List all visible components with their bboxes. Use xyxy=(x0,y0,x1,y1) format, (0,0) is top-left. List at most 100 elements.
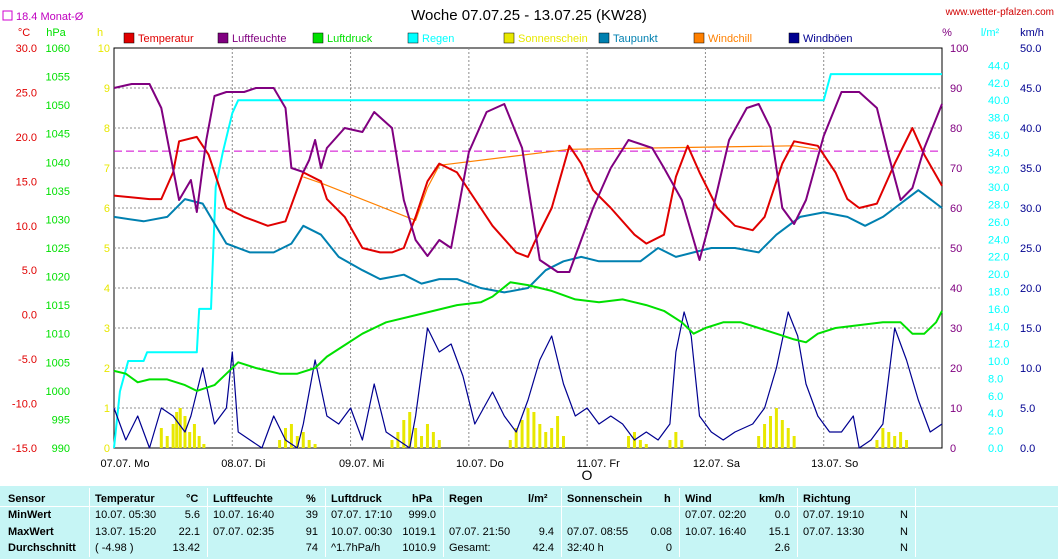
series-regen xyxy=(113,73,942,449)
axis-tick-wind: 35.0 xyxy=(1020,163,1041,175)
stats-cell-r-time: Gesamt: xyxy=(449,542,491,554)
legend-label: Windböen xyxy=(803,33,853,45)
header-wind-unit: km/h xyxy=(759,493,785,505)
x-tick-label: 13.07. So xyxy=(811,458,858,470)
monthly-avg-swatch xyxy=(2,10,13,21)
sunshine-bar xyxy=(414,428,418,448)
axis-tick-hours: 6 xyxy=(104,203,110,215)
sunshine-bar xyxy=(289,424,293,448)
sunshine-bar xyxy=(313,444,317,448)
series-taupunkt xyxy=(113,189,943,294)
axis-tick-hours: 7 xyxy=(104,163,110,175)
axis-tick-temp: 5.0 xyxy=(22,265,37,277)
sunshine-bar xyxy=(171,424,175,448)
axis-tick-hours: 5 xyxy=(104,243,110,255)
statistics-table: Sensor Temperatur °C Luftfeuchte % Luftd… xyxy=(0,486,1058,559)
axis-tick-rain: 14.0 xyxy=(988,321,1009,333)
header-temperatur-unit: °C xyxy=(186,493,199,505)
sunshine-bar xyxy=(627,436,631,448)
header-luftfeuchte-unit: % xyxy=(306,493,316,505)
x-tick-label: 07.07. Mo xyxy=(101,458,150,470)
axis-tick-hours: 9 xyxy=(104,83,110,95)
stats-cell-t-val: 5.6 xyxy=(184,509,200,521)
axis-unit-temp: °C xyxy=(18,27,30,39)
sunshine-bar xyxy=(768,416,772,448)
axis-tick-rain: 40.0 xyxy=(988,95,1009,107)
axis-tick-hpa: 1055 xyxy=(46,72,70,84)
sunshine-bar xyxy=(638,440,642,448)
axis-tick-rain: 4.0 xyxy=(988,408,1003,420)
sunshine-bar xyxy=(893,436,897,448)
legend-label: Taupunkt xyxy=(613,33,658,45)
chart-axes: °C30.025.020.015.010.05.00.0-5.0-10.0-15… xyxy=(12,27,1044,455)
axis-tick-hours: 8 xyxy=(104,123,110,135)
sunshine-bar xyxy=(192,424,196,448)
axis-unit-rain: l/m² xyxy=(981,27,1000,39)
axis-tick-hours: 2 xyxy=(104,363,110,375)
stats-cell-w-val: 15.1 xyxy=(768,526,790,538)
stats-cell-h-time: 10.07. 16:40 xyxy=(213,509,275,521)
axis-tick-rain: 24.0 xyxy=(988,234,1009,246)
axis-tick-wind: 5.0 xyxy=(1020,403,1035,415)
stats-cell-d-time: 07.07. 19:10 xyxy=(803,509,865,521)
sunshine-bar xyxy=(875,440,879,448)
x-tick-label: 08.07. Di xyxy=(221,458,265,470)
header-regen: Regen xyxy=(449,493,483,505)
axis-tick-temp: 0.0 xyxy=(22,310,37,322)
sunshine-bar xyxy=(757,436,761,448)
axis-tick-percent: 20 xyxy=(950,363,962,375)
axis-tick-percent: 70 xyxy=(950,163,962,175)
axis-tick-hours: 10 xyxy=(98,43,110,55)
sunshine-bar xyxy=(178,408,182,448)
sunshine-bar xyxy=(431,432,435,448)
stats-cell-h-val: 91 xyxy=(305,526,318,538)
sunshine-bar xyxy=(780,420,784,448)
sunshine-bar xyxy=(881,428,885,448)
sunshine-bar xyxy=(786,428,790,448)
site-link[interactable]: www.wetter-pfalzen.com xyxy=(945,7,1054,18)
legend-swatch xyxy=(693,32,705,44)
header-luftdruck-unit: hPa xyxy=(412,493,433,505)
sunshine-bar xyxy=(165,436,169,448)
sunshine-bar xyxy=(905,440,909,448)
axis-tick-rain: 2.0 xyxy=(988,426,1003,438)
axis-tick-hpa: 1010 xyxy=(46,329,70,341)
legend-swatch xyxy=(407,32,419,44)
weekly-weather-chart: Woche 07.07.25 - 13.07.25 (KW28) www.wet… xyxy=(2,7,1054,483)
axis-unit-hpa: hPa xyxy=(46,27,66,39)
axis-tick-wind: 30.0 xyxy=(1020,203,1041,215)
stats-cell-w-val: 0.0 xyxy=(774,509,790,521)
chart-series xyxy=(113,73,943,449)
stats-cell-t-time: 10.07. 05:30 xyxy=(95,509,157,521)
stats-cell-t-time: ( -4.98 ) xyxy=(95,542,134,554)
sunshine-bar xyxy=(508,440,512,448)
x-tick-label: 12.07. Sa xyxy=(693,458,741,470)
sunshine-bar xyxy=(526,408,530,448)
axis-tick-temp: -10.0 xyxy=(12,399,37,411)
sunshine-bars xyxy=(159,408,909,448)
stats-cell-label: MinWert xyxy=(8,509,52,521)
axis-tick-wind: 25.0 xyxy=(1020,243,1041,255)
legend-label: Luftfeuchte xyxy=(232,33,286,45)
legend-swatch xyxy=(217,32,229,44)
axis-tick-wind: 0.0 xyxy=(1020,443,1035,455)
sunshine-bar xyxy=(307,440,311,448)
sunshine-bar xyxy=(674,432,678,448)
axis-tick-temp: 20.0 xyxy=(16,132,37,144)
stats-cell-r-val: 42.4 xyxy=(532,542,554,554)
stats-cell-p-time: 10.07. 00:30 xyxy=(331,526,393,538)
bottom-marker: O xyxy=(582,467,593,483)
legend-label: Regen xyxy=(422,33,454,45)
sunshine-bar xyxy=(390,440,394,448)
axis-tick-rain: 38.0 xyxy=(988,113,1009,125)
axis-tick-hours: 1 xyxy=(104,403,110,415)
axis-tick-temp: 15.0 xyxy=(16,176,37,188)
sunshine-bar xyxy=(532,412,536,448)
monthly-avg-label: 18.4 Monat-Ø xyxy=(16,11,84,23)
sunshine-bar xyxy=(538,424,542,448)
stats-cell-s-val: 0 xyxy=(665,542,672,554)
stats-cell-p-time: 07.07. 17:10 xyxy=(331,509,393,521)
sunshine-bar xyxy=(425,424,429,448)
stats-cell-s-val: 0.08 xyxy=(650,526,672,538)
header-temperatur: Temperatur xyxy=(95,493,155,505)
